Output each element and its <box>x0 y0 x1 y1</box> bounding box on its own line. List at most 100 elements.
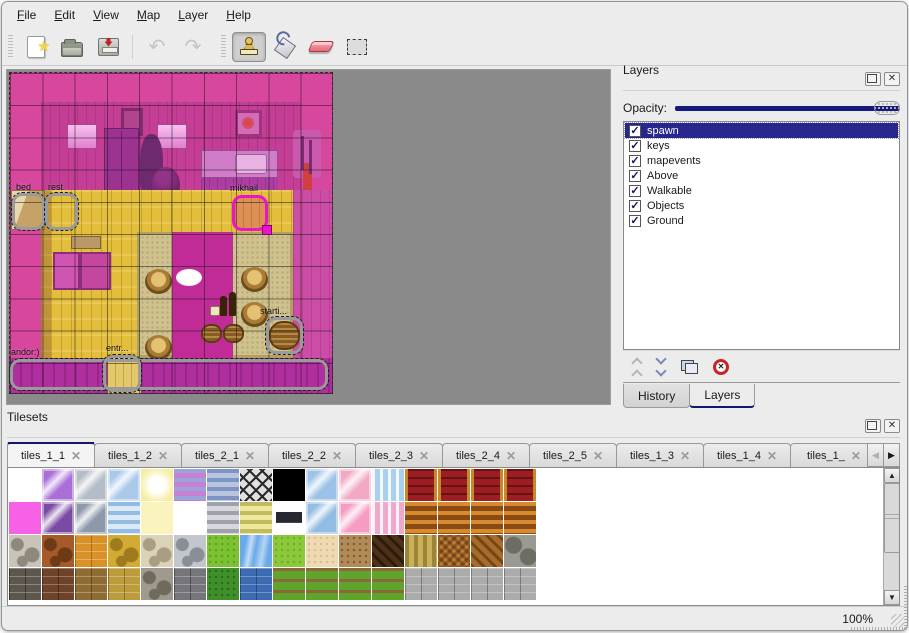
tileset-tab-tiles_1_[interactable]: tiles_1_ ✕ <box>790 443 878 467</box>
layer-visibility-checkbox[interactable]: ✓ <box>629 154 641 167</box>
tile[interactable] <box>306 568 338 600</box>
menu-item-map[interactable]: Map <box>136 8 161 22</box>
tile[interactable] <box>42 535 74 567</box>
menu-item-layer[interactable]: Layer <box>178 8 209 22</box>
tab-close-icon[interactable]: ✕ <box>244 448 256 463</box>
tile[interactable] <box>207 568 239 600</box>
layer-visibility-checkbox[interactable]: ✓ <box>629 139 641 152</box>
undo-button[interactable]: ↶ <box>140 32 174 62</box>
tileset-scrollbar[interactable]: ▲ ▼ <box>883 468 899 605</box>
tile[interactable] <box>306 502 338 534</box>
splitter-horizontal[interactable] <box>2 408 907 630</box>
map-canvas[interactable]: bed rest mikhail andor:) entr... starti... <box>6 69 611 405</box>
tile[interactable] <box>372 535 404 567</box>
tile[interactable] <box>306 469 338 501</box>
tile[interactable] <box>471 469 503 501</box>
save-file-button[interactable] <box>91 32 125 62</box>
tile[interactable] <box>438 535 470 567</box>
resize-grip-icon[interactable] <box>891 614 905 628</box>
tileset-tab-tiles_1_3[interactable]: tiles_1_3 ✕ <box>616 443 704 467</box>
tile[interactable] <box>504 469 536 501</box>
menu-item-edit[interactable]: Edit <box>54 8 76 22</box>
tab-scroll-right-button[interactable]: ▶ <box>883 443 900 467</box>
layer-row-mapevents[interactable]: ✓ mapevents <box>625 153 898 168</box>
eraser-button[interactable] <box>304 32 338 62</box>
tileset-tab-tiles_1_4[interactable]: tiles_1_4 ✕ <box>703 443 791 467</box>
close-dock-button[interactable]: ✕ <box>884 72 900 86</box>
tile[interactable] <box>240 469 272 501</box>
tileset-tab-tiles_2_4[interactable]: tiles_2_4 ✕ <box>442 443 530 467</box>
tile[interactable] <box>273 502 305 534</box>
delete-layer-button[interactable]: ✕ <box>713 358 729 375</box>
tile[interactable] <box>240 568 272 600</box>
tab-close-icon[interactable]: ✕ <box>418 448 430 463</box>
tab-close-icon[interactable]: ✕ <box>679 448 691 463</box>
tile[interactable] <box>108 469 140 501</box>
tile[interactable] <box>339 469 371 501</box>
layer-visibility-checkbox[interactable]: ✓ <box>629 124 641 137</box>
layer-visibility-checkbox[interactable]: ✓ <box>629 184 641 197</box>
layer-row-Above[interactable]: ✓ Above <box>625 168 898 183</box>
tile[interactable] <box>9 502 41 534</box>
menu-item-view[interactable]: View <box>93 8 119 22</box>
layer-row-Objects[interactable]: ✓ Objects <box>625 198 898 213</box>
layer-visibility-checkbox[interactable]: ✓ <box>629 199 641 212</box>
tileset-tab-tiles_2_2[interactable]: tiles_2_2 ✕ <box>268 443 356 467</box>
tile[interactable] <box>504 502 536 534</box>
tile[interactable] <box>207 535 239 567</box>
tile[interactable] <box>438 502 470 534</box>
tile[interactable] <box>339 535 371 567</box>
tileset-tab-tiles_1_2[interactable]: tiles_1_2 ✕ <box>94 443 182 467</box>
float-tilesets-button[interactable] <box>865 419 881 433</box>
tile[interactable] <box>306 535 338 567</box>
map-object-rest[interactable] <box>44 192 79 231</box>
map-object-mikhail[interactable] <box>232 195 272 235</box>
open-file-button[interactable] <box>55 32 89 62</box>
map-object-bed[interactable] <box>11 192 46 231</box>
tile[interactable] <box>240 535 272 567</box>
map-object-andor[interactable] <box>9 358 329 391</box>
new-file-button[interactable]: ★ <box>19 32 53 62</box>
tile[interactable] <box>9 469 41 501</box>
tile[interactable] <box>405 502 437 534</box>
scroll-down-icon[interactable]: ▼ <box>884 590 899 605</box>
layer-visibility-checkbox[interactable]: ✓ <box>629 214 641 227</box>
tab-close-icon[interactable]: ✕ <box>505 448 517 463</box>
tile[interactable] <box>75 568 107 600</box>
tile[interactable] <box>108 535 140 567</box>
tile[interactable] <box>471 568 503 600</box>
toolbar-drag-handle[interactable] <box>8 34 13 59</box>
tile[interactable] <box>339 502 371 534</box>
menu-item-file[interactable]: File <box>17 8 37 22</box>
tile[interactable] <box>207 502 239 534</box>
move-layer-down-button[interactable] <box>655 352 667 379</box>
tab-close-icon[interactable]: ✕ <box>592 448 604 463</box>
tile[interactable] <box>108 568 140 600</box>
layer-row-spawn[interactable]: ✓ spawn <box>624 122 899 139</box>
move-layer-up-button[interactable] <box>631 355 643 381</box>
tile[interactable] <box>141 502 173 534</box>
tileset-view[interactable]: ▲ ▼ <box>7 467 900 606</box>
toolbar-drag-handle-2[interactable] <box>221 34 226 59</box>
tileset-tab-tiles_2_5[interactable]: tiles_2_5 ✕ <box>529 443 617 467</box>
tile[interactable] <box>405 568 437 600</box>
tile[interactable] <box>372 568 404 600</box>
tile[interactable] <box>273 535 305 567</box>
tileset-tab-tiles_2_1[interactable]: tiles_2_1 ✕ <box>181 443 269 467</box>
tab-close-icon[interactable]: ✕ <box>157 448 169 463</box>
tile[interactable] <box>141 469 173 501</box>
tile[interactable] <box>174 568 206 600</box>
tab-close-icon[interactable]: ✕ <box>331 448 343 463</box>
tile[interactable] <box>75 535 107 567</box>
tile[interactable] <box>273 469 305 501</box>
tile[interactable] <box>42 502 74 534</box>
tile[interactable] <box>207 469 239 501</box>
tile[interactable] <box>504 535 536 567</box>
tile[interactable] <box>9 535 41 567</box>
tile[interactable] <box>42 568 74 600</box>
rectangular-select-button[interactable] <box>340 32 374 62</box>
float-dock-button[interactable] <box>865 72 881 86</box>
opacity-slider[interactable] <box>675 100 900 116</box>
tile[interactable] <box>141 568 173 600</box>
tab-scroll-left-button[interactable]: ◀ <box>867 443 884 467</box>
